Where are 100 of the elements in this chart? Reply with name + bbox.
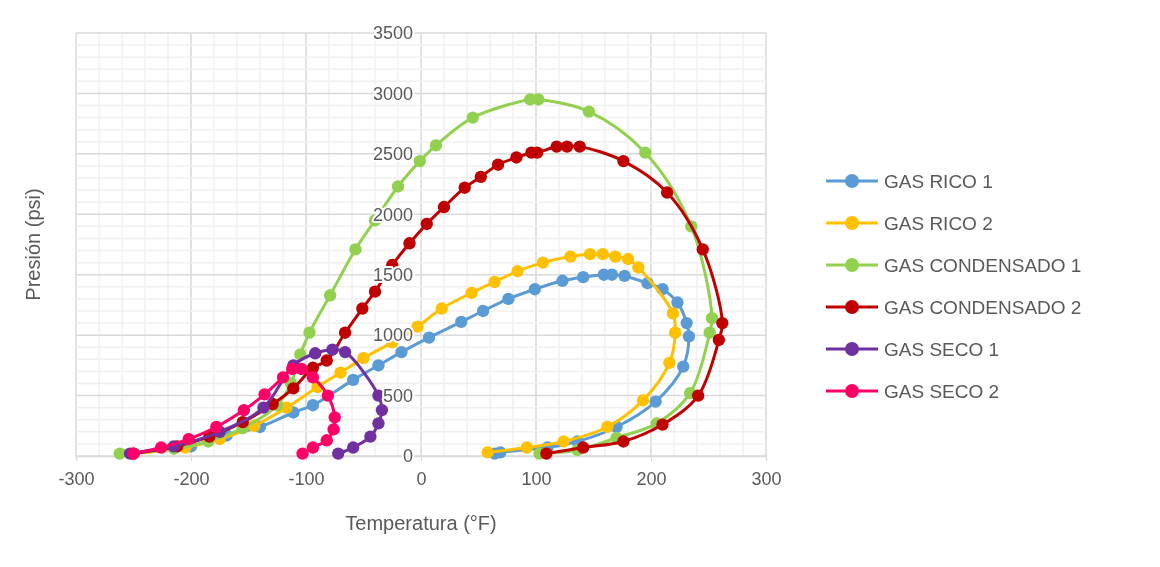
point [258,388,271,401]
point [309,347,322,360]
y-tick-label: 500 [382,385,413,406]
point [536,256,550,269]
point [663,356,676,370]
legend-label: GAS RICO 1 [884,170,993,192]
point [357,351,370,365]
point [338,326,352,339]
point [576,441,590,454]
point [520,441,533,454]
point [540,447,553,460]
y-tick-label: 3000 [372,83,413,104]
point [671,296,684,309]
point [618,269,631,283]
y-axis-title: Presión (psi) [22,188,44,301]
point [656,418,669,431]
point [372,417,385,430]
legend-label: GAS SECO 2 [884,380,1000,402]
point [696,243,709,256]
point [617,435,630,448]
point [682,330,696,343]
point [583,248,597,261]
point [437,200,451,214]
point [323,289,337,302]
point [636,394,650,407]
point [474,170,487,183]
x-tick-label: 200 [636,468,667,489]
point [356,302,369,315]
point [237,403,251,417]
point [435,302,448,315]
point [557,435,570,448]
point [295,362,308,376]
legend-label: GAS RICO 2 [884,212,993,234]
x-tick-label: 100 [521,468,552,489]
point [182,432,195,446]
point [550,140,563,153]
point [609,250,622,263]
point [321,389,335,402]
point [488,275,501,289]
point [716,316,729,330]
point [420,217,433,231]
point [210,420,223,434]
point [502,292,515,306]
point [680,316,693,330]
point [596,248,609,261]
x-tick-label: 0 [416,468,427,489]
point [476,304,490,318]
point [511,264,524,278]
legend-label: GAS CONDENSADO 1 [884,254,1082,276]
point [368,285,382,298]
point [601,420,614,434]
point [338,345,352,359]
point [306,441,320,454]
point [334,366,347,379]
point [632,261,645,274]
point [677,360,690,373]
point [556,274,569,287]
point [326,343,339,356]
point [666,307,680,320]
point [372,359,385,372]
point [465,286,478,300]
x-tick-label: -100 [288,468,325,489]
point [349,243,362,256]
point [691,389,705,402]
point [703,326,716,339]
point [391,180,405,193]
point [395,345,408,359]
x-tick-label: -300 [58,468,95,489]
point [705,312,719,325]
point [481,446,494,459]
point [320,434,333,447]
point [605,268,619,281]
point [154,441,168,454]
y-tick-label: 0 [402,446,413,467]
point [649,395,662,408]
point [668,326,682,339]
y-tick-label: 3500 [372,23,413,44]
point [617,154,630,168]
point [429,139,443,152]
point [576,270,590,284]
legend-label: GAS CONDENSADO 2 [884,296,1082,318]
x-axis-title: Temperatura (°F) [345,512,497,534]
point [510,151,523,164]
point [564,250,577,263]
point [621,252,635,266]
point [582,105,596,118]
point [560,140,574,153]
legend-label: GAS SECO 1 [884,338,1000,360]
point [276,371,290,384]
point [296,447,309,460]
point [455,315,468,329]
point [458,181,471,194]
point [573,140,586,153]
point [364,430,377,443]
point [113,447,126,460]
point [346,373,360,387]
point [528,283,542,296]
y-tick-label: 2500 [372,144,413,165]
point [491,158,505,171]
point [320,354,333,367]
